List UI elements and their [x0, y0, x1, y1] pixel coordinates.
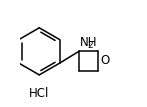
Text: HCl: HCl [29, 87, 49, 100]
Text: 2: 2 [88, 41, 93, 50]
Text: NH: NH [80, 36, 97, 49]
Text: O: O [101, 54, 110, 68]
